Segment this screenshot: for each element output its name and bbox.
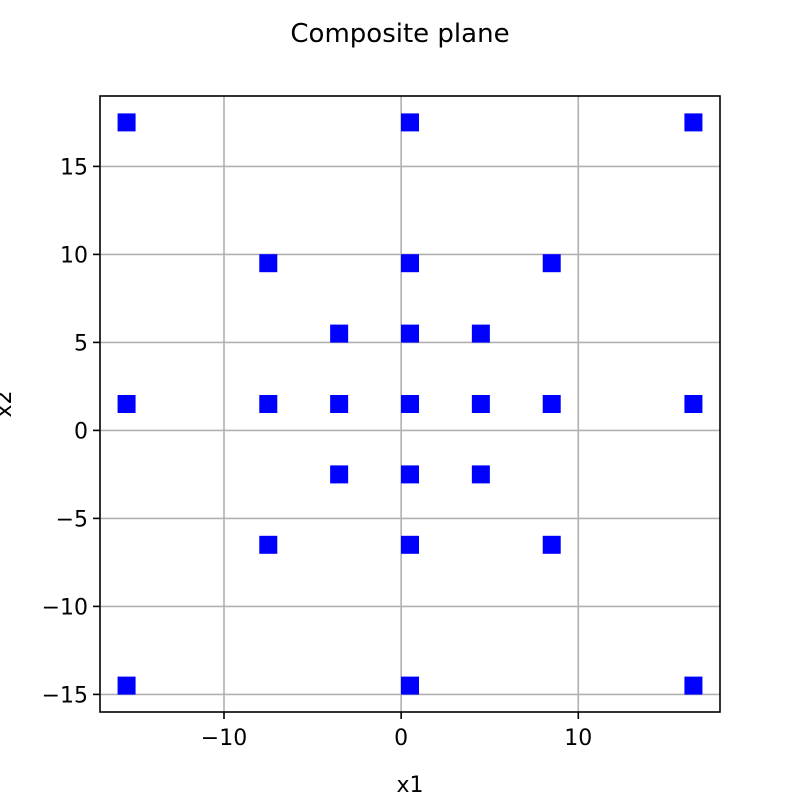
data-point [117,395,136,413]
data-point [471,465,490,484]
x-axis-ticks: −10 0 10 [201,712,592,751]
data-point [259,395,278,413]
y-tick-label: 15 [60,155,88,180]
data-point [401,324,419,343]
data-point [684,395,703,413]
data-point [117,676,136,695]
data-point [117,113,136,132]
data-point [330,395,349,413]
y-tick-label: 5 [74,331,88,356]
y-tick-label: 10 [60,243,88,268]
data-point [401,254,419,273]
y-tick-label: −10 [42,595,88,620]
data-point [471,324,490,343]
data-point [401,395,419,413]
y-tick-label: −15 [42,683,88,708]
data-point [684,113,703,132]
y-axis-label: x2 [0,390,17,417]
data-point [330,324,349,343]
data-point [471,395,490,413]
y-axis-ticks: −15 −10 −5 0 5 10 15 [42,155,100,708]
data-point [401,465,419,484]
data-point [542,395,561,413]
data-point [401,676,419,695]
data-point [684,676,703,695]
y-tick-label: 0 [74,419,88,444]
data-point [259,535,278,554]
data-point [542,535,561,554]
data-point [401,113,419,132]
y-tick-label: −5 [56,507,88,532]
data-point [330,465,349,484]
x-tick-label: −10 [201,726,247,751]
x-tick-label: 10 [564,726,592,751]
data-point [542,254,561,273]
x-tick-label: 0 [394,726,408,751]
x-axis-label: x1 [396,773,423,798]
chart-title: Composite plane [290,19,509,49]
plot-frame [99,95,721,713]
data-point [259,254,278,273]
data-points [117,113,703,695]
data-point [401,535,419,554]
